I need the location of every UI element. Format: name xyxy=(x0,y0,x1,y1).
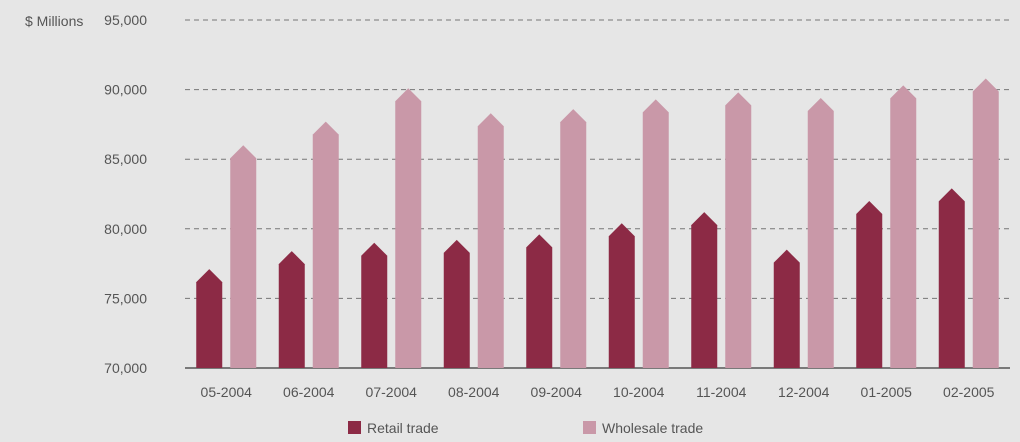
legend-swatch-retail xyxy=(348,421,361,434)
y-tick-label: 85,000 xyxy=(104,151,147,167)
gridlines xyxy=(185,19,1010,299)
bar-retail xyxy=(443,239,470,368)
bar-retail xyxy=(196,269,223,368)
y-tick-label: 80,000 xyxy=(104,221,147,237)
bar-retail xyxy=(278,251,305,368)
bar-retail xyxy=(526,234,553,368)
x-tick-label: 11-2004 xyxy=(696,384,747,400)
bar-wholesale xyxy=(477,113,504,368)
x-tick-label: 06-2004 xyxy=(283,384,335,400)
x-tick-label: 02-2005 xyxy=(943,384,995,400)
x-axis: 05-2004 06-2004 07-2004 08-2004 09-2004 10-20… xyxy=(201,384,995,400)
x-tick-label: 07-2004 xyxy=(366,384,418,400)
bar-wholesale xyxy=(312,121,339,368)
bar-retail xyxy=(773,249,800,368)
legend-label-wholesale: Wholesale trade xyxy=(602,420,703,436)
x-tick-label: 05-2004 xyxy=(201,384,253,400)
bar-wholesale xyxy=(972,78,999,369)
bar-wholesale xyxy=(642,99,669,369)
bar-retail xyxy=(856,200,883,368)
bar-wholesale xyxy=(807,97,834,369)
bar-wholesale xyxy=(725,92,752,368)
y-tick-label: 70,000 xyxy=(104,360,147,376)
bar-retail xyxy=(691,212,718,368)
y-tick-label: 90,000 xyxy=(104,82,147,98)
bar-retail xyxy=(938,188,965,368)
y-unit-label: $ Millions xyxy=(25,13,83,29)
x-tick-label: 10-2004 xyxy=(613,384,665,400)
bar-wholesale xyxy=(890,85,917,368)
bar-wholesale xyxy=(230,145,257,368)
bar-retail xyxy=(361,242,388,368)
y-tick-label: 75,000 xyxy=(104,290,147,306)
legend: Retail trade Wholesale trade xyxy=(348,420,703,436)
legend-label-retail: Retail trade xyxy=(367,420,439,436)
legend-swatch-wholesale xyxy=(583,421,596,434)
bar-retail xyxy=(608,223,635,368)
x-tick-label: 12-2004 xyxy=(778,384,830,400)
bar-wholesale xyxy=(560,109,587,368)
bars xyxy=(196,78,999,369)
x-tick-label: 01-2005 xyxy=(861,384,913,400)
y-tick-label: 95,000 xyxy=(104,12,147,28)
bar-wholesale xyxy=(395,88,422,368)
x-tick-label: 08-2004 xyxy=(448,384,500,400)
y-axis: 95,000 90,000 85,000 80,000 75,000 70,000 xyxy=(104,12,147,376)
x-tick-label: 09-2004 xyxy=(531,384,583,400)
